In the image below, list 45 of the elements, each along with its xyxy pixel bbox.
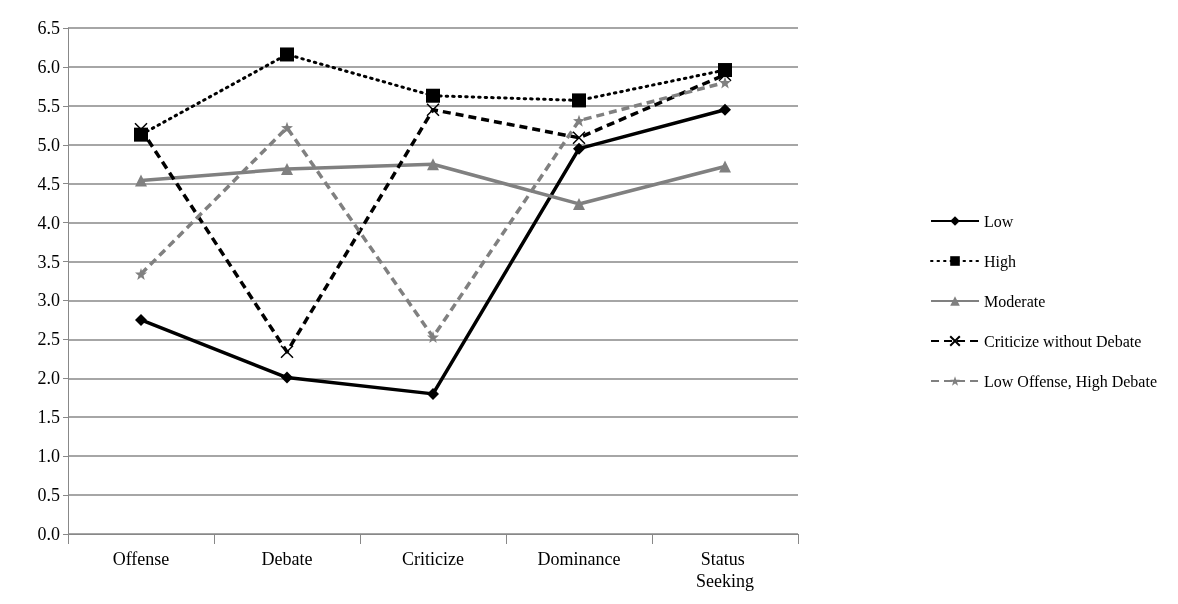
y-tick-label: 6.0 bbox=[37, 56, 60, 77]
y-tick-label: 3.5 bbox=[37, 251, 60, 272]
point bbox=[572, 131, 586, 145]
x-tick-label: Dominance bbox=[537, 549, 621, 569]
y-tick-label: 1.5 bbox=[37, 407, 60, 428]
point bbox=[280, 47, 294, 62]
y-tick-label: 2.5 bbox=[37, 329, 60, 350]
y-tick-label: 1.0 bbox=[37, 446, 60, 467]
point bbox=[135, 313, 147, 326]
point bbox=[719, 76, 731, 89]
point bbox=[426, 88, 440, 103]
y-tick-label: 5.5 bbox=[37, 95, 60, 116]
point bbox=[573, 197, 585, 210]
point bbox=[719, 103, 731, 116]
point bbox=[135, 174, 147, 187]
point bbox=[135, 267, 147, 280]
point bbox=[281, 121, 293, 134]
point bbox=[427, 158, 439, 171]
point bbox=[427, 331, 439, 344]
point bbox=[281, 162, 293, 175]
legend-label: Low bbox=[984, 212, 1014, 230]
y-tick-label: 6.5 bbox=[37, 18, 60, 38]
point bbox=[280, 345, 294, 359]
point bbox=[427, 387, 439, 400]
y-tick-label: 0.0 bbox=[37, 524, 60, 544]
point bbox=[573, 142, 585, 155]
legend-label: High bbox=[984, 252, 1017, 271]
point bbox=[281, 371, 293, 384]
legend-label: Moderate bbox=[984, 292, 1046, 310]
legend-label: Criticize without Debate bbox=[984, 332, 1142, 350]
x-tick-label: Criticize bbox=[402, 549, 464, 569]
y-tick-label: 0.5 bbox=[37, 485, 60, 506]
point bbox=[572, 93, 586, 108]
y-tick-label: 4.5 bbox=[37, 173, 60, 194]
y-tick-label: 4.0 bbox=[37, 212, 60, 233]
point bbox=[719, 160, 731, 173]
x-tick-label: Offense bbox=[112, 549, 170, 569]
y-tick-label: 3.0 bbox=[37, 290, 60, 311]
legend-label: Low Offense, High Debate bbox=[984, 372, 1157, 391]
point bbox=[426, 102, 440, 117]
x-tick-label: Debate bbox=[261, 549, 313, 569]
y-tick-label: 5.0 bbox=[37, 134, 60, 155]
x-tick-label: Status Seeking bbox=[696, 549, 754, 591]
y-tick-label: 2.0 bbox=[37, 368, 60, 389]
point bbox=[573, 114, 585, 127]
